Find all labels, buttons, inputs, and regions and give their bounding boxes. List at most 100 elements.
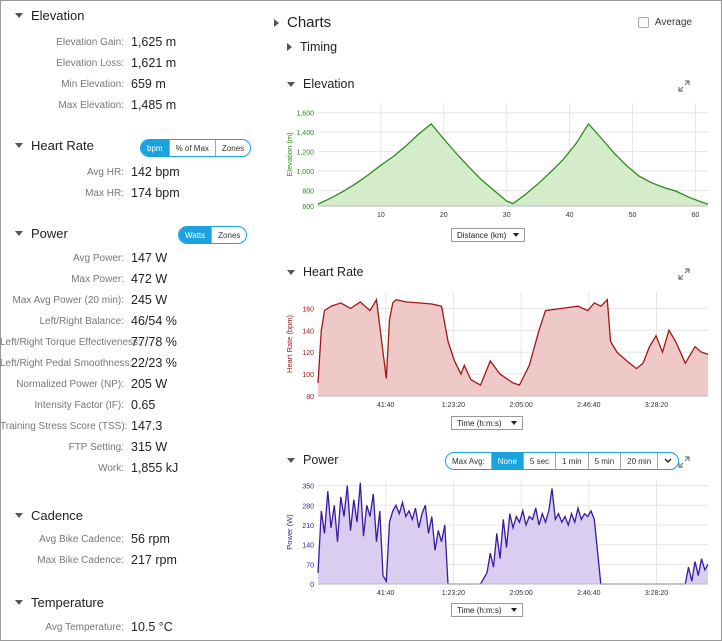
toggle-option[interactable]: Watts bbox=[179, 227, 212, 243]
max-avg-1min[interactable]: 1 min bbox=[555, 453, 588, 469]
x-tick-label: 2:05:00 bbox=[509, 590, 532, 597]
heart-rate-section-title: Heart Rate bbox=[31, 138, 94, 153]
x-tick-label: 2:05:00 bbox=[509, 402, 532, 409]
stat-value: 142 bpm bbox=[131, 165, 180, 179]
toggle-option[interactable]: bpm bbox=[141, 140, 169, 156]
average-toggle[interactable]: Average bbox=[637, 17, 692, 28]
stat-label: Intensity Factor (IF): bbox=[34, 399, 124, 411]
max-avg-more[interactable] bbox=[657, 453, 678, 469]
stat-value: 147 W bbox=[131, 251, 168, 265]
stat-value: 77/78 % bbox=[131, 335, 177, 349]
timing-section-toggle[interactable]: Timing bbox=[287, 40, 337, 54]
charts-title: Charts bbox=[287, 14, 332, 31]
stat-value: 147.3 bbox=[131, 419, 163, 433]
power-section-title: Power bbox=[31, 226, 68, 241]
series-area bbox=[318, 299, 708, 396]
power-chart-toggle[interactable]: Power bbox=[287, 453, 338, 467]
stat-label: Elevation Gain: bbox=[56, 36, 124, 48]
elevation-chart[interactable]: 600 800 1,000 1,200 1,400 1,600 10 20 30 40 50 60 El… bbox=[270, 97, 722, 222]
caret-down-icon bbox=[15, 13, 23, 18]
series-line bbox=[317, 482, 709, 585]
y-axis-label: Heart Rate (bpm) bbox=[285, 315, 294, 373]
average-label: Average bbox=[654, 17, 692, 28]
y-tick-label: 1,000 bbox=[296, 169, 314, 176]
stat-row: Avg Bike Cadence: 56 rpm bbox=[0, 529, 170, 549]
stat-value: 217 rpm bbox=[131, 553, 177, 567]
stat-row: Max Elevation: 1,485 m bbox=[0, 95, 176, 115]
cadence-section-toggle[interactable]: Cadence bbox=[15, 508, 83, 523]
stat-row: Max Avg Power (20 min): 245 W bbox=[0, 290, 167, 310]
stat-value: 315 W bbox=[131, 440, 168, 454]
toggle-option[interactable]: Zones bbox=[214, 140, 250, 156]
charts-header[interactable]: Charts bbox=[274, 14, 331, 31]
y-tick-label: 350 bbox=[302, 484, 314, 491]
x-tick-label: 3:28:20 bbox=[645, 402, 668, 409]
caret-down-icon bbox=[287, 457, 295, 463]
power-axis-select[interactable]: Time (h:m:s) bbox=[451, 603, 523, 617]
heart-rate-unit-toggle[interactable]: bpm% of Max Zones bbox=[140, 139, 252, 157]
hr-chart-toggle[interactable]: Heart Rate bbox=[287, 265, 363, 279]
x-tick-label: 2:46:40 bbox=[577, 402, 600, 409]
power-chart[interactable]: 0 70 140 210 280 350 41:40 1:23:20 2:05:00 2:46:4… bbox=[270, 474, 722, 600]
max-avg-selector[interactable]: Max Avg: None 5 sec 1 min 5 min 20 min bbox=[445, 452, 680, 470]
stat-value: 1,485 m bbox=[131, 98, 177, 112]
heart-rate-section-toggle[interactable]: Heart Rate bbox=[15, 138, 94, 153]
toggle-option[interactable]: % of Max bbox=[168, 140, 215, 156]
elevation-chart-toggle[interactable]: Elevation bbox=[287, 77, 354, 91]
timing-title: Timing bbox=[300, 40, 338, 54]
stat-row: Max Bike Cadence: 217 rpm bbox=[0, 550, 177, 570]
stat-label: Max Bike Cadence: bbox=[37, 554, 124, 566]
y-tick-label: 210 bbox=[302, 523, 314, 530]
series-area bbox=[318, 123, 708, 206]
y-axis-label: Elevation (m) bbox=[285, 132, 294, 177]
power-unit-toggle[interactable]: Watts Zones bbox=[178, 226, 248, 244]
x-tick-label: 60 bbox=[692, 212, 700, 219]
stat-value: 56 rpm bbox=[131, 532, 170, 546]
stat-value: 0.65 bbox=[131, 398, 156, 412]
stat-value: 22/23 % bbox=[131, 356, 177, 370]
max-avg-5sec[interactable]: 5 sec bbox=[522, 453, 555, 469]
stat-label: Training Stress Score (TSS): bbox=[0, 420, 128, 432]
y-tick-label: 1,400 bbox=[296, 130, 314, 137]
stat-label: Min Elevation: bbox=[61, 78, 124, 90]
expand-icon[interactable] bbox=[678, 456, 690, 468]
summary-column: Elevation Elevation Gain: 1,625 m Elevation… bbox=[0, 0, 260, 641]
x-tick-label: 30 bbox=[503, 212, 511, 219]
max-avg-5min[interactable]: 5 min bbox=[587, 453, 621, 469]
stat-row: Avg Temperature: 10.5 °C bbox=[0, 617, 172, 637]
x-tick-label: 40 bbox=[566, 212, 574, 219]
expand-icon[interactable] bbox=[678, 80, 690, 92]
caret-right-icon bbox=[287, 43, 292, 51]
stat-row: Work: 1,855 kJ bbox=[0, 458, 178, 478]
y-tick-label: 0 bbox=[310, 582, 314, 589]
stat-label: Avg HR: bbox=[86, 166, 124, 178]
hr-axis-select-label: Time (h:m:s) bbox=[457, 418, 502, 428]
power-section-toggle[interactable]: Power bbox=[15, 226, 68, 241]
elevation-chart-title: Elevation bbox=[303, 77, 355, 91]
average-checkbox[interactable] bbox=[637, 17, 649, 28]
series-line bbox=[317, 122, 709, 205]
stat-value: 205 W bbox=[131, 377, 168, 391]
elevation-axis-select[interactable]: Distance (km) bbox=[451, 228, 525, 242]
dropdown-arrow-icon bbox=[511, 421, 517, 425]
stat-value: 245 W bbox=[131, 293, 168, 307]
charts-column: Charts Average Timing Elevation 600 800 1,… bbox=[270, 0, 722, 641]
elevation-section-toggle[interactable]: Elevation bbox=[15, 8, 84, 23]
stat-label: Max Elevation: bbox=[58, 99, 124, 111]
x-tick-label: 41:40 bbox=[377, 402, 395, 409]
temperature-section-toggle[interactable]: Temperature bbox=[15, 595, 104, 610]
heart-rate-chart[interactable]: 80 100 120 140 160 41:40 1:23:20 2:05:00 2:46:40… bbox=[270, 286, 722, 412]
max-avg-label: Max Avg: bbox=[452, 456, 485, 466]
max-avg-none[interactable]: None bbox=[490, 453, 523, 469]
expand-icon[interactable] bbox=[678, 268, 690, 280]
hr-axis-select[interactable]: Time (h:m:s) bbox=[451, 416, 523, 430]
caret-down-icon bbox=[15, 143, 23, 148]
dropdown-arrow-icon bbox=[513, 233, 519, 237]
max-avg-20min[interactable]: 20 min bbox=[620, 453, 657, 469]
toggle-option[interactable]: Zones bbox=[211, 227, 246, 243]
stat-label: Max HR: bbox=[85, 187, 124, 199]
y-tick-label: 1,600 bbox=[296, 111, 314, 118]
y-tick-label: 280 bbox=[302, 503, 314, 510]
y-tick-label: 600 bbox=[302, 204, 314, 211]
y-tick-label: 140 bbox=[302, 328, 314, 335]
